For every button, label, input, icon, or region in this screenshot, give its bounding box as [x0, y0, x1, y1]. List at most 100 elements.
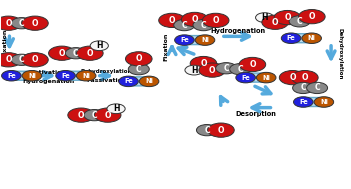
Text: H: H: [191, 66, 197, 75]
Circle shape: [22, 16, 48, 30]
Circle shape: [236, 72, 256, 83]
Text: C: C: [300, 83, 306, 92]
Circle shape: [22, 53, 48, 67]
Text: Ni: Ni: [320, 99, 328, 105]
Circle shape: [94, 108, 121, 122]
Text: Fe: Fe: [7, 73, 16, 79]
Text: O: O: [192, 15, 198, 24]
Circle shape: [56, 70, 75, 81]
Circle shape: [0, 53, 22, 67]
Circle shape: [11, 54, 32, 65]
Text: C: C: [136, 65, 141, 74]
Text: H: H: [113, 104, 119, 113]
Text: Fe: Fe: [287, 35, 296, 41]
Circle shape: [185, 65, 203, 75]
Circle shape: [119, 76, 138, 87]
Text: O: O: [169, 16, 175, 25]
Circle shape: [256, 13, 274, 22]
Text: O: O: [272, 18, 278, 27]
Circle shape: [314, 97, 334, 107]
Circle shape: [159, 13, 185, 28]
Text: C: C: [201, 21, 206, 30]
Circle shape: [68, 108, 94, 122]
Circle shape: [292, 70, 318, 85]
Text: O: O: [135, 54, 142, 63]
Text: C: C: [204, 126, 210, 135]
Text: O: O: [200, 59, 207, 68]
Circle shape: [84, 109, 105, 121]
Circle shape: [203, 13, 229, 28]
Text: C: C: [297, 17, 303, 26]
Text: Hydrogenation: Hydrogenation: [22, 79, 75, 84]
Text: Fixation: Fixation: [2, 29, 7, 57]
Circle shape: [239, 57, 266, 72]
Circle shape: [293, 82, 313, 94]
Circle shape: [174, 19, 195, 31]
Circle shape: [0, 16, 22, 30]
Circle shape: [48, 46, 75, 60]
Text: O: O: [309, 12, 315, 21]
Circle shape: [139, 76, 159, 87]
Text: C: C: [181, 21, 187, 30]
Text: O: O: [59, 49, 65, 58]
Text: Ni: Ni: [82, 73, 90, 79]
Text: H: H: [261, 13, 268, 22]
Circle shape: [299, 9, 325, 24]
Circle shape: [128, 64, 149, 75]
Circle shape: [126, 52, 152, 66]
Text: C: C: [314, 83, 320, 92]
Circle shape: [77, 46, 103, 60]
Text: Dehydroxylation: Dehydroxylation: [337, 29, 342, 80]
Text: O: O: [289, 73, 296, 82]
Circle shape: [230, 64, 251, 75]
Text: H: H: [96, 41, 102, 50]
Circle shape: [199, 63, 225, 77]
Text: O: O: [5, 19, 12, 28]
Text: Fe: Fe: [180, 37, 189, 43]
Text: Ni: Ni: [262, 75, 270, 81]
Circle shape: [256, 72, 276, 83]
Text: O: O: [105, 111, 111, 120]
Text: O: O: [284, 13, 291, 22]
Circle shape: [197, 125, 218, 136]
Text: C: C: [73, 49, 79, 58]
Text: O: O: [212, 16, 219, 25]
Text: Fe: Fe: [61, 73, 70, 79]
Text: C: C: [237, 65, 243, 74]
Circle shape: [77, 70, 96, 81]
Text: O: O: [249, 60, 256, 69]
Text: C: C: [19, 19, 25, 28]
Circle shape: [289, 16, 310, 27]
Text: O: O: [32, 55, 38, 64]
Text: O: O: [78, 111, 84, 120]
FancyBboxPatch shape: [286, 34, 316, 43]
Circle shape: [281, 33, 301, 43]
Text: Fe: Fe: [299, 99, 308, 105]
Text: C: C: [223, 64, 229, 73]
Circle shape: [302, 33, 322, 43]
Circle shape: [90, 41, 108, 51]
Circle shape: [307, 82, 327, 94]
Text: Activation: Activation: [31, 70, 67, 75]
FancyBboxPatch shape: [124, 77, 154, 86]
Circle shape: [274, 10, 301, 25]
Text: O: O: [5, 55, 12, 64]
Text: C: C: [92, 111, 97, 120]
Text: Fe: Fe: [241, 75, 250, 81]
Circle shape: [190, 56, 217, 71]
Text: Ni: Ni: [145, 78, 153, 84]
Circle shape: [22, 70, 42, 81]
Text: C: C: [19, 55, 25, 64]
Circle shape: [107, 104, 125, 114]
Text: Ni: Ni: [308, 35, 316, 41]
Text: Fe: Fe: [124, 78, 133, 84]
Circle shape: [293, 97, 313, 107]
Text: O: O: [302, 73, 308, 82]
FancyBboxPatch shape: [61, 71, 91, 80]
Text: O: O: [32, 19, 38, 28]
Circle shape: [262, 15, 289, 29]
Text: Ni: Ni: [201, 37, 209, 43]
Text: O: O: [87, 49, 93, 58]
Text: O: O: [209, 66, 216, 75]
FancyBboxPatch shape: [241, 73, 271, 82]
